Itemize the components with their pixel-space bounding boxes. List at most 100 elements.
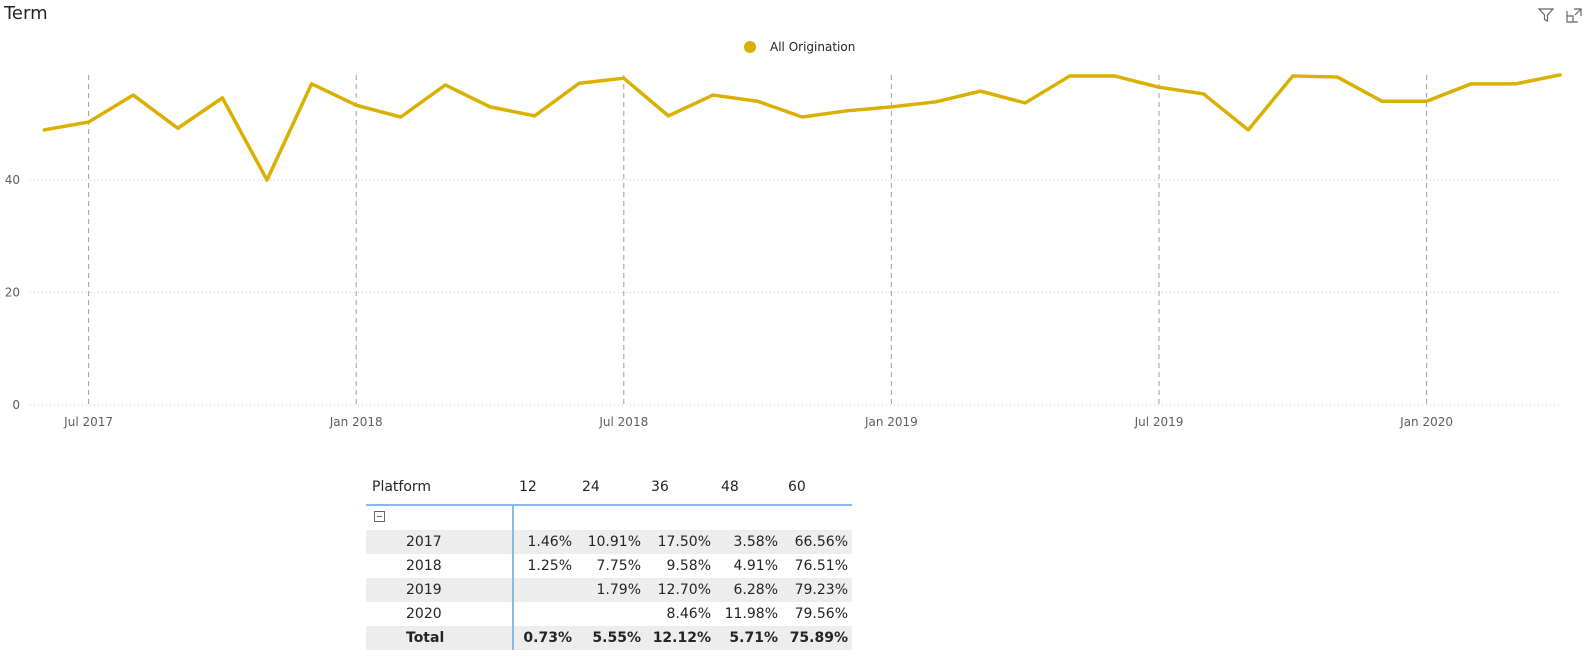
data-point: [1157, 85, 1161, 89]
table-cell: 3.58%: [715, 530, 782, 554]
y-tick-label: 0: [12, 398, 20, 412]
y-tick-label: 20: [5, 286, 20, 300]
row-header: Total: [366, 626, 514, 650]
row-header: 2020: [366, 602, 514, 626]
table-cell: 5.55%: [576, 626, 645, 650]
table-cell: [513, 505, 576, 530]
table-cell: 76.51%: [794, 558, 848, 574]
data-point: [889, 105, 893, 109]
data-point: [354, 103, 358, 107]
column-header[interactable]: 24: [576, 470, 645, 506]
table-cell: [645, 505, 715, 530]
data-point: [443, 83, 447, 87]
column-header[interactable]: 60: [782, 470, 852, 506]
x-tick-label: Jul 2018: [598, 415, 648, 429]
table-cell: 79.23%: [782, 578, 852, 602]
data-point: [800, 115, 804, 119]
line-chart: 0 20 40 Jul 2017 Jan 2018 Jul 2018 Jan 2019 Jul…: [5, 73, 1562, 429]
total-row: Total 0.73% 5.55% 12.12% 5.71% 75.89%: [366, 626, 852, 650]
table-row: 2018 1.25% 7.75% 9.58% 4.91% 76.51%: [366, 554, 852, 578]
chart-legend: All Origination: [744, 40, 855, 54]
table-cell: 1.79%: [576, 578, 645, 602]
data-point: [1514, 82, 1518, 86]
table-cell: 1.46%: [513, 530, 576, 554]
data-point: [131, 93, 135, 97]
table-cell: 0.73%: [513, 626, 576, 650]
column-header[interactable]: 48: [715, 470, 782, 506]
data-point: [934, 100, 938, 104]
row-group-cell: [366, 505, 514, 530]
data-point: [622, 76, 626, 80]
data-point: [1425, 99, 1429, 103]
table-cell: 4.91%: [733, 558, 778, 574]
table-cell: 17.50%: [645, 530, 715, 554]
series-line-all-origination: [43, 73, 1561, 182]
x-tick-label: Jul 2019: [1134, 415, 1184, 429]
data-point: [979, 89, 983, 93]
column-header[interactable]: Platform: [366, 470, 513, 506]
data-point: [533, 114, 537, 118]
x-tick-label: Jan 2018: [329, 415, 383, 429]
data-point: [845, 109, 849, 113]
table-cell: [513, 578, 576, 602]
table-cell: 75.89%: [782, 626, 852, 650]
table-cell: [576, 602, 645, 626]
column-header[interactable]: 36: [645, 470, 715, 506]
table-cell: 5.71%: [715, 626, 782, 650]
x-tick-label: Jan 2020: [1399, 415, 1453, 429]
data-point: [488, 105, 492, 109]
filter-icon[interactable]: [1537, 6, 1555, 24]
data-point: [1068, 74, 1072, 78]
y-tick-label: 40: [5, 173, 20, 187]
data-point: [1335, 75, 1339, 79]
data-point: [666, 114, 670, 118]
data-point: [1023, 101, 1027, 105]
table-row: 2017 1.46% 10.91% 17.50% 3.58% 66.56%: [366, 530, 852, 554]
data-point: [1202, 92, 1206, 96]
table-cell: 11.98%: [724, 606, 778, 622]
table-row: 2019 1.79% 12.70% 6.28% 79.23%: [366, 578, 852, 602]
data-point: [265, 178, 269, 182]
data-point: [1291, 74, 1295, 78]
table-cell: 1.25%: [527, 558, 572, 574]
data-point: [711, 93, 715, 97]
data-point: [176, 126, 180, 130]
data-point: [577, 81, 581, 85]
data-point: [1469, 82, 1473, 86]
data-point: [310, 82, 314, 86]
legend-marker: [744, 41, 756, 53]
row-header: 2018: [366, 554, 514, 578]
table-cell: 12.70%: [645, 578, 715, 602]
table-cell: [513, 602, 576, 626]
table-cell: [576, 505, 645, 530]
table-cell: 12.12%: [645, 626, 715, 650]
x-tick-label: Jan 2019: [864, 415, 918, 429]
table-cell: 79.56%: [794, 606, 848, 622]
focus-mode-icon[interactable]: [1565, 6, 1583, 24]
table-cell: 7.75%: [596, 558, 641, 574]
matrix-table: Platform 12 24 36 48 60 2017 1.46% 10.91% 17.50%…: [366, 470, 852, 650]
table-cell: [715, 505, 782, 530]
visual-title: Term: [4, 3, 48, 24]
data-point: [1558, 73, 1562, 77]
table-cell: 10.91%: [576, 530, 645, 554]
data-point: [756, 99, 760, 103]
table-cell: 66.56%: [782, 530, 852, 554]
table-row: 2020 8.46% 11.98% 79.56%: [366, 602, 852, 626]
row-header: 2019: [366, 578, 514, 602]
table-cell: 6.28%: [715, 578, 782, 602]
table-cell: 8.46%: [666, 606, 711, 622]
column-header[interactable]: 12: [513, 470, 576, 506]
data-point: [399, 115, 403, 119]
table-cell: 9.58%: [666, 558, 711, 574]
table-cell: [782, 505, 852, 530]
collapse-icon[interactable]: [374, 511, 385, 522]
data-point: [1112, 74, 1116, 78]
data-point: [1380, 99, 1384, 103]
data-point: [1246, 128, 1250, 132]
data-point: [220, 96, 224, 100]
legend-label: All Origination: [770, 40, 856, 54]
data-point: [87, 120, 91, 124]
x-tick-label: Jul 2017: [63, 415, 113, 429]
row-header: 2017: [366, 530, 514, 554]
